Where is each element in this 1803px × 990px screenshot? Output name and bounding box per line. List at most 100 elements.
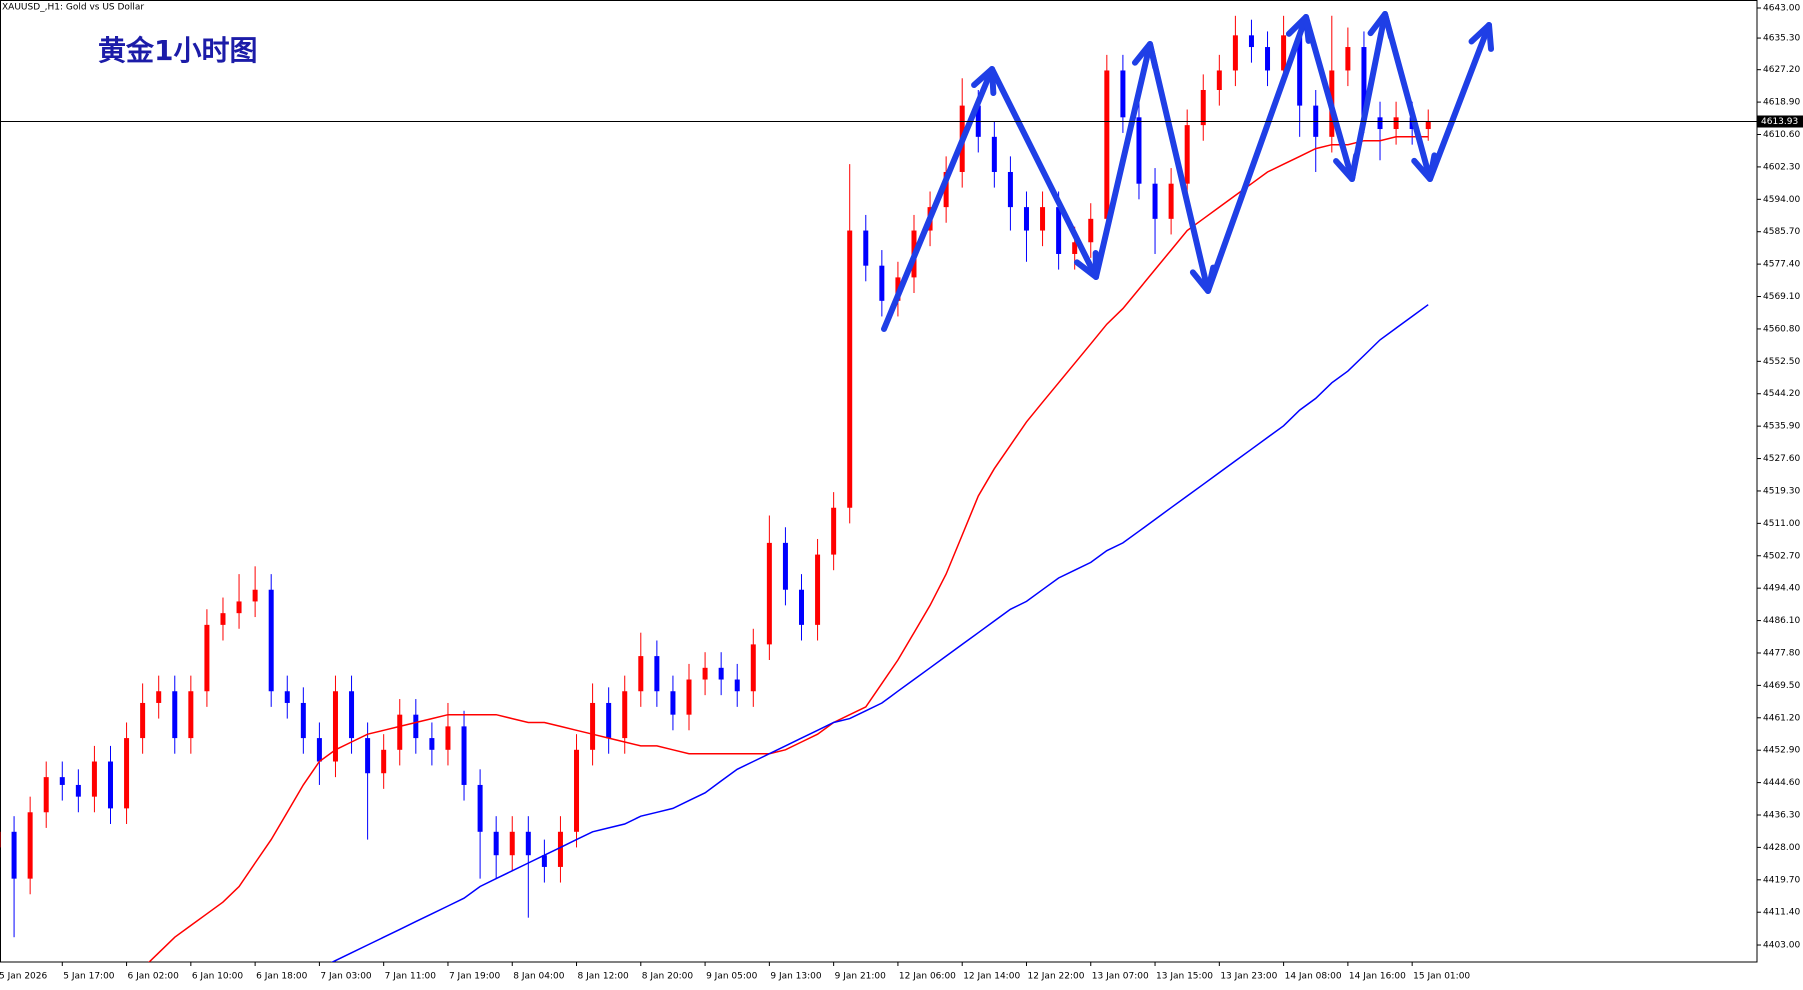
x-tick-label: 9 Jan 21:00 [835, 972, 887, 982]
trend-arrows [881, 11, 1495, 332]
y-tick-label: 4560.80 [1763, 324, 1800, 334]
moving-average-line [330, 304, 1429, 962]
y-tick-label: 4594.00 [1763, 195, 1800, 205]
y-tick-label: 4569.10 [1763, 292, 1800, 302]
candle-body [1297, 35, 1303, 106]
candle-body [1200, 89, 1206, 126]
candle-body [847, 230, 853, 508]
candle-body [43, 777, 49, 813]
y-tick-label: 4469.50 [1763, 681, 1800, 691]
candle-body [1345, 47, 1351, 71]
candle-body [156, 691, 162, 703]
x-tick-label: 7 Jan 11:00 [385, 972, 437, 982]
x-tick-label: 8 Jan 12:00 [578, 972, 630, 982]
x-tick-label: 9 Jan 13:00 [770, 972, 822, 982]
candle-body [124, 738, 130, 809]
candle-body [91, 761, 97, 797]
x-tick-label: 6 Jan 02:00 [128, 972, 180, 982]
candle-body [622, 691, 628, 739]
y-tick-label: 4411.40 [1763, 908, 1800, 918]
candle-body [0, 831, 1, 848]
candle-body [509, 831, 515, 856]
arrow-head [1073, 250, 1099, 280]
candle-body [541, 855, 547, 867]
x-tick-label: 14 Jan 08:00 [1285, 972, 1342, 982]
x-tick-label: 8 Jan 20:00 [642, 972, 694, 982]
candle-body [413, 714, 419, 739]
plot-frame [0, 0, 1758, 963]
x-tick-label: 13 Jan 15:00 [1156, 972, 1213, 982]
annotation-title: 黄金1小时图 [98, 34, 257, 67]
x-tick-label: 7 Jan 03:00 [320, 972, 372, 982]
candle-body [590, 702, 596, 750]
candle-body [557, 831, 563, 867]
candle-body [1072, 242, 1078, 254]
y-tick-label: 4635.30 [1763, 34, 1800, 44]
candle-body [1120, 70, 1126, 118]
y-tick-label: 4477.80 [1763, 648, 1800, 658]
y-tick-label: 4527.60 [1763, 454, 1800, 464]
candle-body [204, 624, 210, 692]
candle-body [284, 691, 290, 703]
x-tick-label: 13 Jan 07:00 [1092, 972, 1149, 982]
candle-body [574, 749, 580, 832]
candle-body [445, 726, 451, 750]
candle-body [734, 679, 740, 692]
y-tick-label: 4511.00 [1763, 519, 1800, 529]
y-tick-label: 4419.70 [1763, 875, 1800, 885]
candle-body [1232, 35, 1238, 71]
x-tick-label: 14 Jan 16:00 [1349, 972, 1406, 982]
arrow-head [1367, 11, 1394, 41]
candle-body [1152, 183, 1158, 219]
candle-body [943, 171, 949, 208]
candle-body [991, 136, 997, 172]
candle-body [1056, 207, 1062, 254]
arrow-head [1411, 152, 1438, 182]
candle-body [1104, 70, 1110, 219]
candle-body [638, 656, 644, 692]
arrow-head [1333, 152, 1360, 182]
candle-body [686, 679, 692, 715]
x-tick-label: 12 Jan 06:00 [899, 972, 956, 982]
arrow-head [1189, 264, 1217, 294]
candle-body [863, 230, 869, 266]
candle-body [670, 691, 676, 715]
candle-body [236, 601, 242, 614]
x-tick-label: 6 Jan 18:00 [256, 972, 308, 982]
candle-body [815, 554, 821, 625]
candle-body [107, 761, 113, 809]
candle-body [429, 738, 435, 750]
candle-body [1216, 70, 1222, 90]
x-tick-label: 6 Jan 10:00 [192, 972, 244, 982]
plot-area [0, 15, 1431, 962]
candle-body [220, 613, 226, 625]
candle-body [1377, 117, 1383, 130]
candle-body [349, 691, 355, 739]
y-tick-label: 4585.70 [1763, 227, 1800, 237]
y-tick-label: 4610.60 [1763, 130, 1800, 140]
candle-body [1248, 35, 1254, 48]
y-tick-label: 4544.20 [1763, 389, 1800, 399]
zigzag-arrow [881, 11, 1492, 332]
candle-body [1265, 47, 1271, 71]
candle-body [1425, 121, 1431, 130]
candle-body [1007, 171, 1013, 208]
candle-body [1393, 117, 1399, 130]
candle-body [831, 507, 837, 555]
candle-body [300, 702, 306, 739]
candle-body [140, 702, 146, 739]
x-tick-label: 8 Jan 04:00 [513, 972, 565, 982]
x-tick-label: 5 Jan 17:00 [63, 972, 115, 982]
y-tick-label: 4627.20 [1763, 65, 1800, 75]
candle-body [461, 726, 467, 785]
last-price-label: 4613.93 [1761, 117, 1798, 127]
candle-body [654, 656, 660, 692]
x-tick-label: 12 Jan 22:00 [1027, 972, 1084, 982]
candle-body [766, 542, 772, 645]
y-tick-label: 4428.00 [1763, 843, 1800, 853]
candle-body [1281, 35, 1287, 71]
y-tick-label: 4436.30 [1763, 811, 1800, 821]
candle-body [316, 738, 322, 762]
candle-body [718, 667, 724, 680]
